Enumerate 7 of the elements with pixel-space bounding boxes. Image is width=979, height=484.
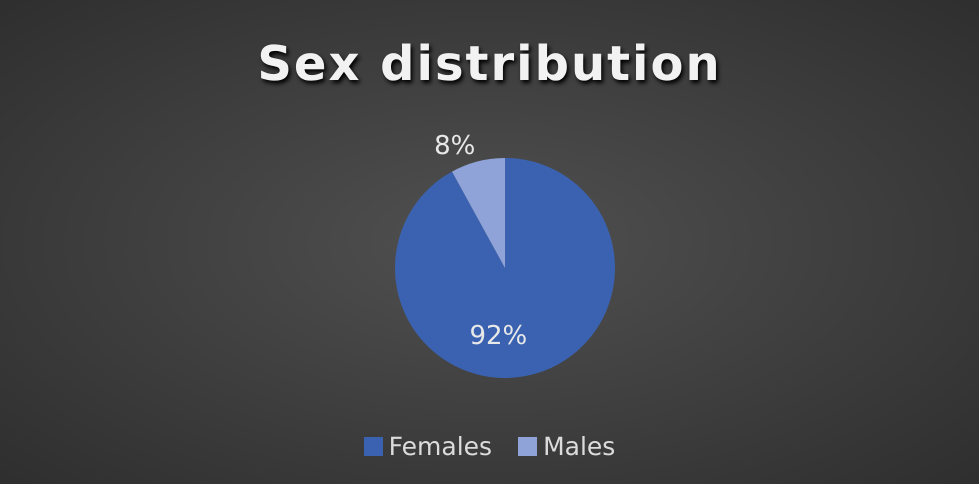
pie-slice — [452, 158, 505, 268]
chart-title: Sex distribution — [256, 36, 723, 92]
legend-label: Males — [543, 432, 616, 461]
data-label: 92% — [469, 320, 528, 351]
legend-label: Females — [388, 432, 492, 461]
pie-slice — [395, 158, 615, 378]
data-label: 8% — [434, 130, 476, 161]
